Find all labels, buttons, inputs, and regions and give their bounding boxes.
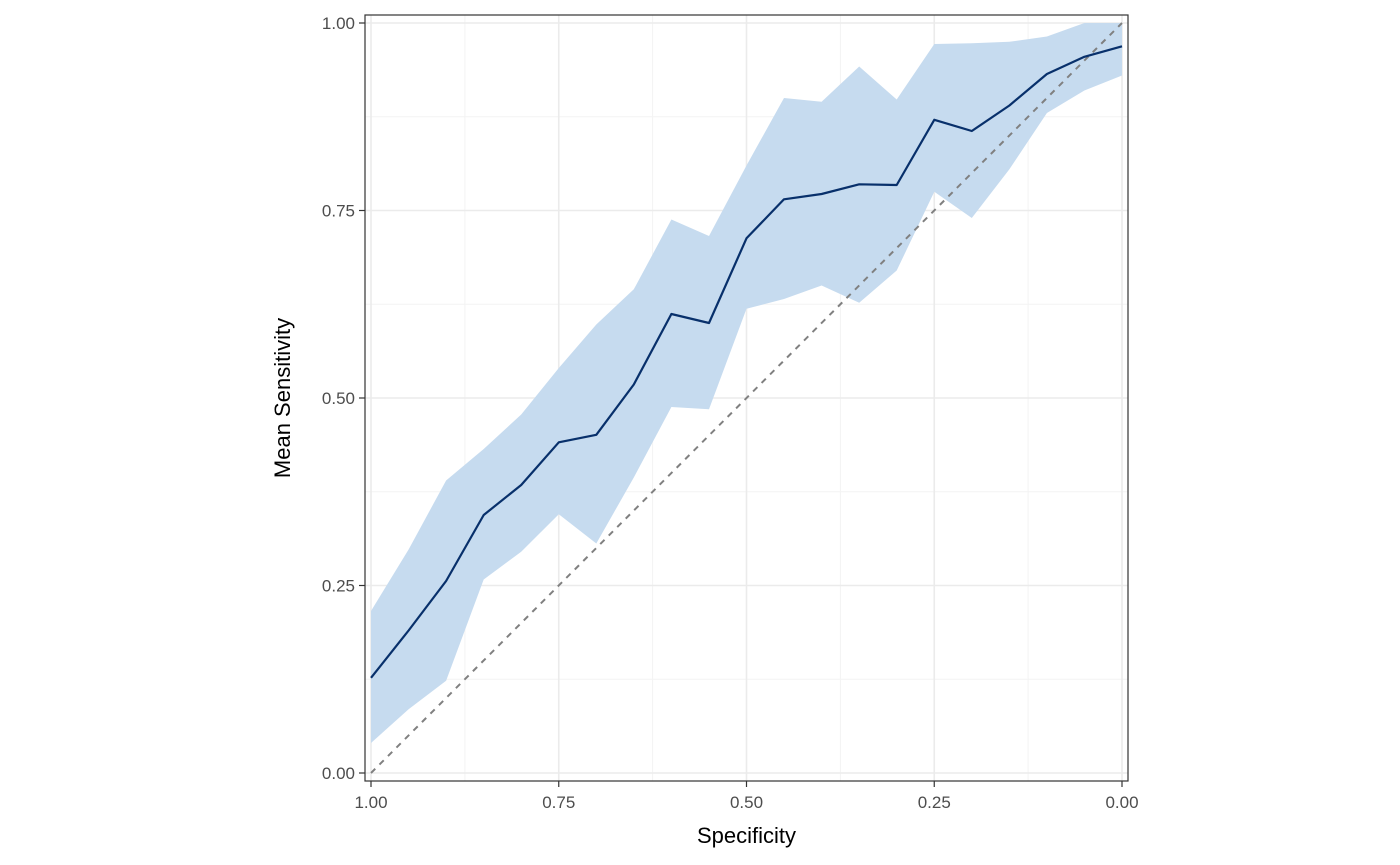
x-tick-label: 0.50 [730, 793, 763, 812]
x-tick-label: 0.75 [542, 793, 575, 812]
x-tick-label: 0.25 [918, 793, 951, 812]
mean-sensitivity-line [370, 45, 1123, 679]
y-tick-label: 0.50 [322, 389, 355, 408]
y-axis-ticks: 0.00 0.25 0.50 0.75 1.00 [322, 14, 365, 783]
x-tick-label: 1.00 [354, 793, 387, 812]
x-tick-label: 0.00 [1105, 793, 1138, 812]
x-axis-title: Specificity [697, 823, 796, 848]
y-tick-label: 0.75 [322, 202, 355, 221]
y-axis-title: Mean Sensitivity [270, 318, 295, 478]
y-tick-label: 0.00 [322, 764, 355, 783]
confidence-ribbon [371, 23, 1122, 743]
reference-diagonal-line [370, 22, 1123, 774]
y-tick-label: 0.25 [322, 577, 355, 596]
x-axis-ticks: 1.00 0.75 0.50 0.25 0.00 [354, 781, 1139, 812]
y-tick-label: 1.00 [322, 14, 355, 33]
chart-marks [370, 22, 1123, 774]
